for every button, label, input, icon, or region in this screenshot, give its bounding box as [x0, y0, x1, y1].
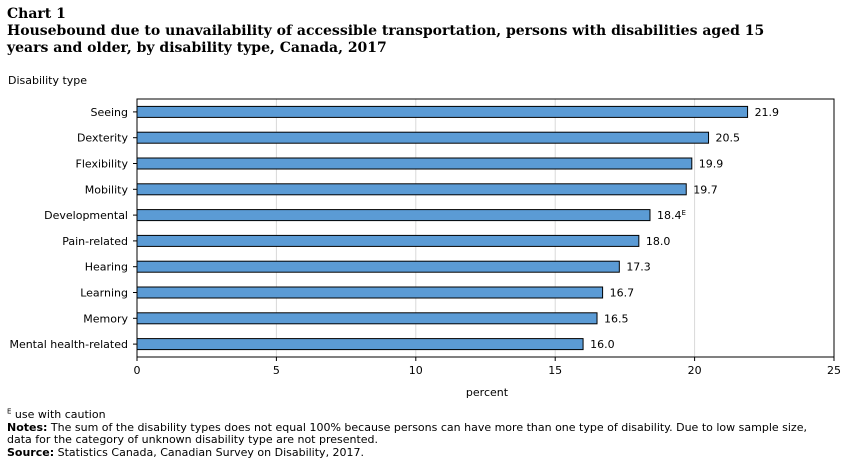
value-label: 19.7: [693, 183, 718, 196]
chart-label: Chart 1: [7, 6, 66, 22]
notes: Notes: The sum of the disability types d…: [7, 420, 827, 447]
source: Source: Statistics Canada, Canadian Surv…: [7, 445, 827, 460]
value-label: 16.0: [590, 338, 615, 351]
plot-area-frame: [136, 98, 835, 358]
value-label: 18.4E: [657, 209, 686, 222]
category-label: Hearing: [85, 261, 128, 274]
value-label: 21.9: [755, 106, 780, 119]
bar-chart: Disability type Seeing Dexterity Flexibili…: [8, 74, 841, 399]
bar: [136, 234, 640, 247]
x-tick-label: 20: [688, 364, 702, 377]
bar: [136, 157, 693, 170]
value-label: 16.5: [604, 312, 629, 325]
category-label: Dexterity: [77, 132, 129, 145]
bar: [136, 209, 651, 222]
category-label: Developmental: [44, 209, 128, 222]
bars: [136, 105, 749, 351]
value-flag: E: [681, 209, 685, 217]
x-tick-label: 15: [548, 364, 562, 377]
category-labels: Seeing Dexterity Flexibility Mobility Develo…: [9, 106, 137, 351]
x-tick-label: 25: [827, 364, 841, 377]
category-label: Memory: [83, 312, 128, 325]
category-label: Mobility: [85, 183, 129, 196]
value-label: 16.7: [610, 287, 635, 300]
notes-text: The sum of the disability types does not…: [7, 420, 807, 447]
bar: [136, 105, 749, 118]
category-label: Flexibility: [76, 158, 129, 171]
value-label: 17.3: [626, 261, 651, 274]
notes-label: Notes:: [7, 420, 48, 434]
bar: [136, 131, 710, 144]
x-axis-title: percent: [466, 386, 509, 399]
category-label: Seeing: [90, 106, 128, 119]
x-tick-labels: 0 5 10 15 20 25: [134, 357, 841, 377]
y-axis-title: Disability type: [8, 74, 87, 87]
bar: [136, 286, 604, 299]
category-label: Pain-related: [62, 235, 128, 248]
bar: [136, 260, 620, 273]
chart-title: Housebound due to unavailability of acce…: [7, 23, 765, 56]
x-tick-label: 0: [134, 364, 141, 377]
bar: [136, 338, 584, 351]
value-label: 18.0: [646, 235, 671, 248]
source-label: Source:: [7, 445, 55, 459]
bar: [136, 183, 687, 196]
value-labels: 21.9 20.5 19.9 19.7 18.4E 18.0 17.3 16.7 16.5 16.…: [590, 106, 779, 351]
bar: [136, 312, 598, 325]
value-label: 20.5: [716, 132, 741, 145]
flag-note: E use with caution: [7, 407, 827, 422]
value-label: 19.9: [699, 158, 724, 171]
x-tick-label: 5: [273, 364, 280, 377]
category-label: Mental health-related: [9, 338, 128, 351]
flag-note-text: use with caution: [11, 408, 106, 421]
source-text: Statistics Canada, Canadian Survey on Di…: [54, 445, 365, 459]
footnotes: E use with caution Notes: The sum of the…: [7, 407, 827, 460]
x-tick-label: 10: [409, 364, 423, 377]
flag-symbol: E: [7, 407, 12, 416]
category-label: Learning: [80, 287, 128, 300]
